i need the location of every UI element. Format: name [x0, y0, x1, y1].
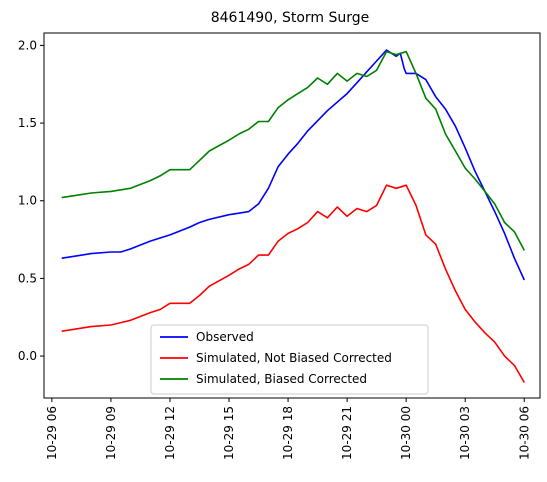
y-tick-label: 2.0 [18, 38, 37, 52]
legend: Observed Simulated, Not Biased Corrected S… [150, 324, 429, 395]
x-tick-label: 10-29 06 [45, 406, 59, 460]
x-tick-label: 10-29 18 [281, 406, 295, 460]
legend-box [150, 324, 429, 395]
x-tick-label: 10-29 09 [104, 406, 118, 460]
x-axis: 10-29 06 10-29 09 10-29 12 10-29 15 10-29 18… [45, 398, 531, 460]
y-tick-label: 1.5 [18, 116, 37, 130]
legend-label-2: Simulated, Not Biased Corrected [196, 351, 392, 365]
chart-title: 8461490, Storm Surge [211, 10, 370, 26]
y-tick-label: 0.5 [18, 271, 37, 285]
y-tick-label: 1.0 [18, 194, 37, 208]
y-tick-label: 0.0 [18, 349, 37, 363]
axes-frame [43, 32, 541, 399]
legend-label-3: Simulated, Biased Corrected [196, 372, 367, 386]
x-tick-label: 10-29 15 [222, 406, 236, 460]
x-tick-label: 10-29 21 [340, 406, 354, 460]
x-tick-label: 10-30 00 [399, 406, 413, 460]
legend-label-1: Observed [196, 330, 254, 344]
series-layer [61, 49, 526, 383]
legend-items: Observed Simulated, Not Biased Corrected S… [160, 330, 392, 386]
x-tick-label: 10-30 03 [458, 406, 472, 460]
series-line-1 [61, 49, 526, 281]
x-tick-label: 10-29 12 [163, 406, 177, 460]
plot-area: 10-29 06 10-29 09 10-29 12 10-29 15 10-29 18… [18, 32, 541, 460]
series-line-2 [61, 184, 525, 383]
y-axis: 0.0 0.5 1.0 1.5 2.0 [18, 38, 44, 363]
x-tick-label: 10-30 06 [517, 406, 531, 460]
series-line-3 [61, 50, 526, 251]
